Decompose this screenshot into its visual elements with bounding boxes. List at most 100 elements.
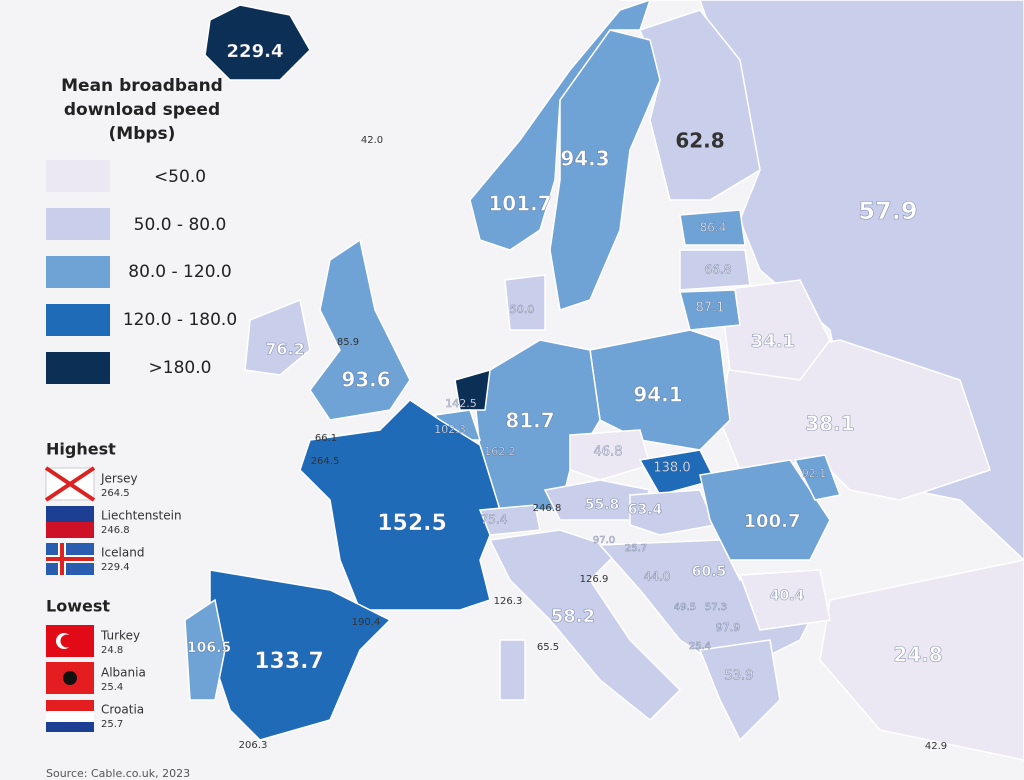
map-label: 40.4	[770, 588, 805, 604]
hungary	[629, 489, 717, 536]
map-label: 101.7	[488, 192, 551, 216]
sardinia	[499, 639, 526, 701]
map-label: 87.1	[696, 301, 725, 316]
map-label: 264.5	[311, 456, 340, 467]
legend-label: <50.0	[154, 167, 206, 187]
countries	[184, 0, 1024, 761]
map-label: 49.5	[674, 602, 696, 613]
portugal	[184, 598, 226, 701]
section-title: Highest	[46, 440, 116, 459]
switzerland	[478, 504, 541, 536]
legend-items: <50.0 50.0 - 80.0 80.0 - 120.0 120.0 - 1…	[46, 160, 237, 384]
map-label: 60.5	[692, 564, 727, 580]
czechia	[569, 429, 651, 481]
map-label: 75.4	[481, 513, 508, 527]
latvia	[679, 249, 751, 291]
belarus	[719, 279, 831, 381]
map-label: 190.4	[352, 617, 381, 628]
legend-swatch	[46, 160, 110, 192]
map-label: 86.4	[700, 221, 727, 235]
map-label: 42.0	[361, 135, 383, 146]
legend-title: download speed	[64, 100, 220, 120]
map-label: 94.1	[633, 383, 682, 407]
legend-swatch	[46, 352, 110, 384]
denmark	[504, 274, 546, 331]
poland	[589, 329, 731, 451]
flag-croatia	[46, 700, 94, 732]
country-name: Jersey	[100, 472, 138, 486]
country-value: 229.4	[101, 562, 130, 573]
finland	[639, 9, 761, 201]
map-label: 85.9	[337, 337, 359, 348]
map-label: 38.1	[805, 412, 854, 436]
map-label: 162.2	[484, 445, 516, 458]
bulgaria	[738, 569, 831, 631]
map-label: 126.9	[580, 574, 609, 585]
legend-label: 50.0 - 80.0	[134, 215, 227, 235]
legend-label: >180.0	[149, 358, 212, 378]
flag-iceland	[46, 543, 94, 575]
map-label: 25.7	[625, 543, 647, 554]
country-name: Albania	[101, 666, 146, 680]
map-labels: 229.4 42.0 62.8 94.3 57.9 101.7 86.4 66.8 50.0 87…	[187, 41, 948, 752]
map-label: 62.8	[675, 129, 724, 153]
legend-title: (Mbps)	[109, 124, 176, 144]
map-label: 100.7	[744, 511, 801, 532]
lowest: Lowest Turkey 24.8 Albania 25.4 Croatia …	[46, 597, 146, 732]
map-label: 229.4	[227, 41, 284, 62]
map-label: 97.9	[716, 621, 741, 634]
romania	[699, 459, 831, 561]
united-kingdom	[309, 238, 411, 421]
map-label: 55.8	[585, 497, 620, 513]
france	[299, 399, 501, 611]
map-label: 138.0	[653, 461, 690, 476]
netherlands	[454, 368, 491, 411]
legend-label: 80.0 - 120.0	[128, 262, 231, 282]
moldova	[793, 454, 842, 501]
flag-albania	[46, 662, 94, 694]
map-label: 102.3	[434, 423, 466, 436]
country-value: 25.7	[101, 719, 123, 730]
map-label: 25.4	[689, 641, 711, 652]
highest: Highest Jersey 264.5 Liechtenstein 246.8…	[44, 440, 182, 575]
map-label: 50.0	[510, 303, 535, 316]
map-label: 57.9	[858, 197, 917, 225]
map-label: 42.9	[925, 741, 947, 752]
country-value: 264.5	[101, 488, 130, 499]
legend: Mean broadband download speed (Mbps)	[61, 76, 223, 144]
legend-swatch	[46, 208, 110, 240]
map-label: 65.5	[537, 642, 559, 653]
map-label: 152.5	[377, 511, 447, 536]
flag-jersey	[44, 466, 96, 502]
ireland	[244, 298, 311, 376]
legend-label: 120.0 - 180.0	[123, 310, 237, 330]
map-label: 76.2	[265, 340, 304, 359]
legend-title: Mean broadband	[61, 76, 223, 96]
map-label: 58.2	[551, 606, 595, 627]
greece	[698, 639, 781, 742]
legend-swatch	[46, 256, 110, 288]
country-name: Iceland	[101, 546, 144, 560]
flag-turkey	[46, 625, 94, 657]
country-value: 25.4	[101, 682, 123, 693]
map-label: 97.0	[593, 535, 615, 546]
italy	[488, 529, 682, 722]
turkey	[819, 559, 1024, 761]
lithuania	[679, 289, 741, 331]
country-value: 246.8	[101, 525, 130, 536]
country-name: Turkey	[100, 629, 140, 643]
map-label: 46.8	[594, 445, 623, 460]
sweden	[549, 29, 661, 311]
map-label: 142.5	[445, 397, 477, 410]
map-label: 126.3	[494, 596, 523, 607]
flag-liechtenstein	[46, 506, 94, 538]
map-label: 63.4	[628, 502, 663, 518]
country-name: Croatia	[101, 703, 144, 717]
source: Source: Cable.co.uk, 2023	[46, 767, 190, 780]
map-label: 106.5	[187, 640, 231, 656]
map-label: 133.7	[254, 649, 324, 674]
map-label: 246.8	[533, 503, 562, 514]
map-label: 92.1	[802, 467, 827, 480]
map-label: 66.1	[315, 433, 337, 444]
